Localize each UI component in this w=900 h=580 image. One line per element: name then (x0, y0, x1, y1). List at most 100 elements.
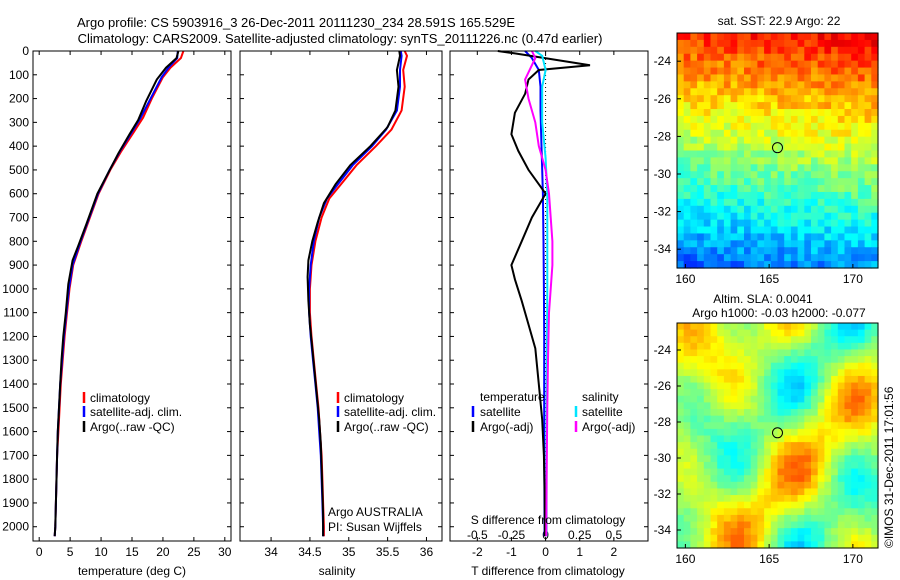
series-salinity-satellite (534, 50, 549, 537)
map-cell (831, 488, 839, 496)
map-cell (764, 336, 772, 344)
map-cell (817, 468, 825, 476)
map-cell (744, 60, 752, 69)
map-cell (824, 409, 832, 417)
map-cell (804, 254, 812, 262)
map-cell (817, 415, 825, 423)
map-cell (864, 342, 872, 351)
map-cell (703, 157, 712, 165)
map-cell (784, 109, 792, 117)
map-cell (697, 422, 705, 430)
x-tick-label: 34.5 (298, 545, 322, 559)
map-cell (683, 53, 691, 62)
map-cell (737, 336, 745, 344)
map-cell (764, 342, 772, 351)
map-cell (703, 395, 712, 404)
map-cell (757, 409, 765, 417)
map-cell (750, 415, 758, 423)
map-cell (690, 369, 698, 377)
map-cell (683, 481, 691, 490)
map-cell (811, 219, 819, 228)
map-cell (777, 254, 785, 262)
map-cell (864, 178, 872, 186)
map-cell (851, 157, 859, 165)
map-cell (811, 495, 819, 503)
map-cell (857, 205, 866, 214)
map-cell (717, 356, 725, 364)
map-cell (710, 461, 718, 470)
map-cell (744, 219, 752, 228)
map-cell (797, 329, 805, 337)
map-cell (677, 448, 685, 456)
map-cell (777, 226, 785, 235)
map-cell (804, 171, 812, 179)
map-cell (790, 369, 799, 377)
map-cell (837, 528, 846, 536)
map-cell (737, 395, 745, 404)
map-cell (817, 375, 825, 384)
map-cell (777, 455, 785, 463)
map-cell (831, 191, 839, 200)
map-cell (817, 501, 825, 509)
map-cell (797, 508, 805, 516)
map-y-tick-label: -28 (654, 415, 672, 429)
map-cell (797, 136, 805, 145)
map-cell (677, 205, 685, 214)
map-cell (690, 356, 698, 364)
difference-legend-temp-argo: Argo(-adj) (480, 420, 533, 434)
map-cell (690, 382, 698, 390)
map-cell (857, 508, 866, 516)
map-cell (831, 143, 839, 152)
map-cell (831, 521, 839, 529)
map-cell (697, 33, 705, 41)
map-cell (723, 461, 732, 470)
map-cell (857, 171, 866, 179)
map-cell (757, 240, 765, 248)
map-cell (811, 109, 819, 117)
map-cell (837, 157, 846, 165)
map-cell (750, 336, 758, 344)
map-cell (784, 336, 792, 344)
map-cell (717, 247, 725, 255)
map-cell (844, 67, 852, 76)
map-cell (750, 254, 758, 262)
map-cell (817, 219, 825, 228)
map-cell (764, 534, 772, 542)
map-cell (744, 375, 752, 384)
map-cell (777, 178, 785, 186)
map-cell (723, 323, 732, 331)
map-cell (690, 233, 698, 241)
map-cell (730, 46, 738, 55)
map-cell (790, 247, 799, 255)
map-cell (811, 240, 819, 248)
map-cell (757, 198, 765, 207)
sst-map-title: sat. SST: 22.9 Argo: 22 (718, 14, 841, 28)
map-cell (857, 442, 866, 450)
map-cell (811, 336, 819, 344)
map-cell (777, 191, 785, 200)
map-cell (744, 122, 752, 131)
map-cell (683, 254, 691, 262)
map-cell (764, 157, 772, 165)
map-cell (710, 442, 718, 450)
map-cell (737, 219, 745, 228)
map-cell (837, 369, 846, 377)
map-cell (730, 122, 738, 131)
map-cell (797, 468, 805, 476)
map-cell (857, 102, 866, 110)
map-cell (871, 395, 879, 404)
series-argo-raw-qc (53, 50, 180, 537)
map-cell (824, 46, 832, 55)
map-cell (804, 356, 812, 364)
map-cell (831, 150, 839, 159)
map-cell (690, 501, 698, 509)
map-cell (851, 382, 859, 390)
map-cell (730, 442, 738, 450)
map-cell (797, 369, 805, 377)
map-cell (764, 521, 772, 529)
map-cell (757, 150, 765, 159)
map-cell (744, 329, 752, 337)
map-cell (703, 150, 712, 159)
map-cell (697, 178, 705, 186)
map-cell (797, 247, 805, 255)
